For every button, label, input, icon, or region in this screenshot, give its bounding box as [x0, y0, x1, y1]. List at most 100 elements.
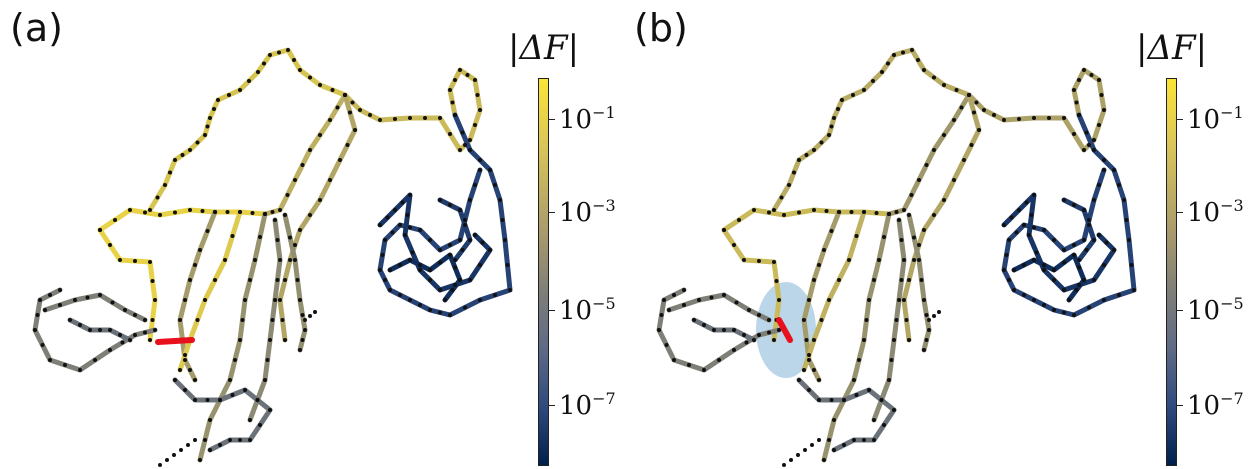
network-node — [747, 308, 751, 312]
network-node — [917, 243, 921, 247]
network-node — [932, 213, 936, 217]
network-node — [163, 183, 167, 187]
network-node — [1047, 116, 1051, 120]
network-node — [393, 208, 397, 212]
network-node — [1082, 148, 1086, 152]
network-node — [148, 260, 152, 264]
network-edge — [1001, 112, 1137, 318]
network-node — [213, 210, 217, 214]
network-node — [292, 58, 296, 62]
network-node — [702, 323, 706, 327]
network-node — [1014, 230, 1019, 235]
network-node — [178, 368, 182, 372]
network-node — [1022, 293, 1026, 297]
network-node — [932, 75, 936, 80]
network-node — [672, 358, 676, 362]
network-node — [1084, 130, 1089, 135]
network-node — [225, 210, 230, 214]
network-node — [503, 238, 507, 242]
network-node — [851, 93, 855, 97]
network-node — [328, 178, 332, 182]
network-node — [912, 235, 916, 240]
network-node — [358, 108, 362, 112]
network-node — [453, 265, 457, 270]
network-node — [277, 50, 281, 55]
network-node — [1062, 248, 1066, 252]
colorbar: 10−1 10−3 10−5 10−7 — [538, 78, 616, 466]
network-node — [796, 453, 800, 457]
network-node — [907, 338, 911, 342]
network-node — [298, 348, 302, 352]
network-edge — [277, 92, 358, 343]
network-node — [378, 223, 382, 227]
network-node — [463, 305, 467, 310]
network-node — [58, 288, 62, 292]
network-node — [849, 210, 854, 214]
network-node — [268, 408, 272, 412]
network-node — [278, 298, 282, 302]
network-edge — [247, 217, 283, 423]
network-node — [907, 213, 911, 217]
network-node — [829, 124, 834, 129]
network-node — [1012, 288, 1016, 292]
network-node — [732, 328, 736, 332]
network-node — [203, 133, 207, 137]
network-node — [902, 298, 906, 302]
network-node — [932, 148, 936, 152]
network-node — [1097, 123, 1101, 127]
network-node — [1087, 143, 1091, 147]
network-node — [308, 75, 312, 80]
network-node — [280, 318, 285, 322]
network-node — [428, 238, 432, 242]
colorbar-tick-label: 10−5 — [1187, 294, 1244, 326]
network-node — [418, 263, 422, 267]
network-node — [380, 253, 385, 257]
network-node — [218, 398, 222, 402]
network-node — [143, 330, 147, 335]
network-node — [829, 398, 834, 402]
network-node — [932, 314, 936, 318]
network-node — [313, 310, 317, 314]
network-node — [1007, 238, 1011, 242]
network-node — [275, 278, 280, 282]
network-node — [308, 213, 312, 217]
network-node — [247, 79, 251, 83]
network-edge — [377, 112, 513, 318]
network-node — [812, 368, 816, 372]
network-node — [1132, 288, 1136, 292]
network-node — [118, 258, 122, 262]
network-node — [48, 358, 52, 362]
network-node — [1062, 198, 1066, 202]
network-edge — [666, 292, 772, 323]
network-node — [862, 88, 866, 92]
network-node — [917, 178, 921, 182]
network-node — [902, 208, 906, 212]
network-node — [797, 158, 801, 162]
network-node — [85, 295, 90, 300]
network-node — [872, 418, 876, 422]
network-edge — [966, 67, 1107, 153]
network-node — [68, 318, 72, 322]
network-node — [300, 163, 305, 167]
network-node — [398, 263, 402, 267]
network-node — [205, 124, 210, 129]
network-node — [153, 298, 157, 302]
network-node — [1129, 263, 1134, 267]
network-node — [188, 278, 192, 282]
network-node — [448, 88, 452, 92]
network-node — [180, 153, 185, 157]
network-node — [1072, 203, 1076, 207]
network-node — [817, 263, 821, 267]
network-graph-b — [656, 47, 1137, 467]
network-node — [505, 263, 510, 267]
network-node — [717, 358, 721, 362]
network-node — [227, 93, 231, 97]
network-node — [722, 293, 726, 297]
network-node — [453, 78, 457, 82]
network-node — [258, 423, 262, 427]
network-node — [500, 218, 505, 222]
network-node — [1072, 88, 1076, 92]
network-node — [829, 229, 834, 233]
network-node — [288, 258, 292, 262]
network-node — [1027, 233, 1031, 237]
